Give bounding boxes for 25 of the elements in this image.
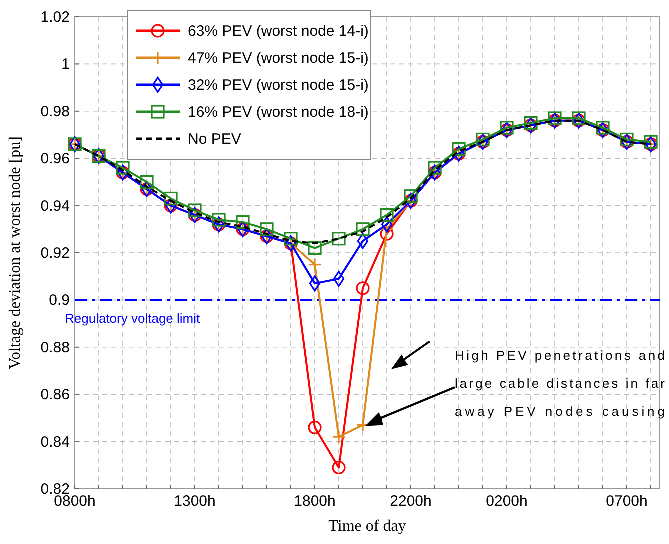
- annotation: High PEV penetrations and large cable distances in far away PEV nodes causing: [455, 348, 666, 419]
- x-tick-label: 1800h: [294, 493, 336, 510]
- x-tick-label: 0700h: [606, 493, 648, 510]
- x-tick-label: 1300h: [174, 493, 216, 510]
- y-tick-label: 0.98: [40, 103, 70, 120]
- legend-label: 47% PEV (worst node 15-i): [188, 50, 369, 67]
- y-tick-label: 1.02: [40, 9, 70, 26]
- legend-label: 63% PEV (worst node 14-i): [188, 23, 369, 40]
- x-tick-label: 2200h: [390, 493, 432, 510]
- y-tick-label: 1: [62, 56, 70, 74]
- y-tick-label: 0.88: [40, 339, 70, 356]
- legend-label: No PEV: [188, 131, 242, 148]
- y-tick-label: 0.92: [40, 245, 70, 262]
- x-tick-label: 0800h: [54, 493, 96, 510]
- legend-label: 16% PEV (worst node 18-i): [188, 104, 369, 121]
- legend-label: 32% PEV (worst node 15-i): [188, 77, 369, 94]
- y-axis-title: Voltage deviation at worst node [pu]: [7, 136, 24, 370]
- ref-line-label: Regulatory voltage limit: [65, 311, 201, 326]
- y-tick-label: 0.86: [40, 386, 70, 404]
- y-tick-label: 0.84: [40, 434, 70, 451]
- y-tick-label: 0.94: [40, 198, 70, 215]
- y-tick-label: 0.96: [40, 150, 70, 168]
- y-tick-label: 0.9: [49, 292, 70, 310]
- x-tick-label: 0200h: [486, 493, 528, 510]
- x-axis-title: Time of day: [328, 518, 406, 535]
